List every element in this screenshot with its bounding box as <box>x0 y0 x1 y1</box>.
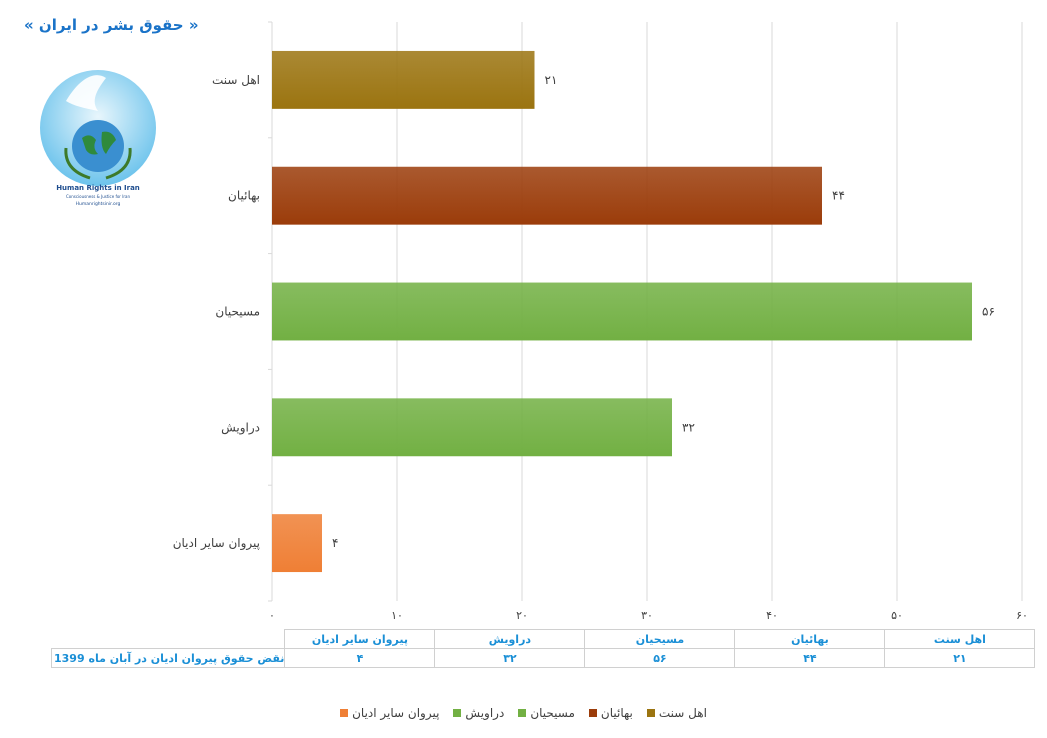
legend-swatch <box>518 709 527 717</box>
data-table: پیروان سایر ادیان دراویش مسیحیان بهائیان… <box>50 629 1036 668</box>
legend-swatch <box>453 709 462 717</box>
table-row: نقض حقوق پیروان ادیان در آبان ماه 1399 ۴… <box>50 648 1036 668</box>
legend-item: دراویش <box>453 706 504 720</box>
category-label: پیروان سایر ادیان <box>173 536 260 551</box>
table-cell: ۴۴ <box>734 648 886 668</box>
data-label: ۵۶ <box>982 305 995 319</box>
legend-label: پیروان سایر ادیان <box>352 706 440 720</box>
human-rights-logo: Human Rights in Iran Consciousness & Jus… <box>40 70 156 207</box>
x-tick-label: ۰ <box>269 609 275 622</box>
x-tick-label: ۵۰ <box>891 609 903 622</box>
data-label: ۴۴ <box>832 189 845 203</box>
dove-shape <box>66 75 106 111</box>
bar-chart: ۰ ۱۰ ۲۰ ۳۰ ۴۰ ۵۰ ۶۰ ۲۱ اهل سنت ۴۴ بهائیان ۵۶ مسیحیان… <box>173 21 1028 622</box>
table-cell: ۲۱ <box>884 648 1036 668</box>
data-label: ۲۱ <box>545 73 558 87</box>
logo-line3: Humanrightsinir.org <box>76 201 121 207</box>
x-tick-label: ۴۰ <box>766 609 778 622</box>
legend-label: دراویش <box>465 706 505 720</box>
legend-label: مسیحیان <box>530 706 575 720</box>
legend-swatch <box>588 709 597 717</box>
table-header-cell: بهائیان <box>734 629 886 649</box>
legend-swatch <box>646 709 655 717</box>
table-corner <box>52 630 285 649</box>
legend-label: بهائیان <box>600 706 633 720</box>
table-cell: ۴ <box>284 648 436 668</box>
globe-icon <box>72 120 124 172</box>
left-wreath <box>64 147 91 180</box>
table-row-label: نقض حقوق پیروان ادیان در آبان ماه 1399 <box>50 648 286 668</box>
bar <box>272 514 322 573</box>
x-tick-label: ۳۰ <box>641 609 653 622</box>
table-cell: ۵۶ <box>584 648 736 668</box>
x-tick-label: ۶۰ <box>1016 609 1028 622</box>
legend-swatch <box>340 709 349 717</box>
category-label: بهائیان <box>228 189 260 203</box>
right-wreath <box>105 147 132 180</box>
data-label: ۴ <box>332 536 338 550</box>
category-label: اهل سنت <box>212 73 260 87</box>
bar <box>272 398 672 457</box>
legend-item: بهائیان <box>588 706 633 720</box>
bar <box>272 282 972 341</box>
table-header-cell: پیروان سایر ادیان <box>284 629 436 649</box>
legend-item: اهل سنت <box>646 706 707 720</box>
table-cell: ۳۲ <box>434 648 586 668</box>
table-header-cell: اهل سنت <box>884 629 1036 649</box>
chart-legend: پیروان سایر ادیان دراویش مسیحیان بهائیان… <box>0 706 1047 720</box>
legend-item: مسیحیان <box>518 706 575 720</box>
logo-line1: Human Rights in Iran <box>56 184 140 192</box>
table-header-row: پیروان سایر ادیان دراویش مسیحیان بهائیان… <box>52 629 1036 649</box>
category-label: مسیحیان <box>215 305 260 319</box>
logo-line2: Consciousness & Justice for Iran <box>66 194 131 199</box>
legend-label: اهل سنت <box>658 706 707 720</box>
table-header-cell: دراویش <box>434 629 586 649</box>
legend-item: پیروان سایر ادیان <box>340 706 439 720</box>
category-label: دراویش <box>221 420 260 435</box>
page-title: « حقوق بشر در ایران » <box>24 16 199 34</box>
bar <box>272 50 535 109</box>
x-tick-label: ۱۰ <box>391 609 403 622</box>
table-header-cell: مسیحیان <box>584 629 736 649</box>
x-tick-label: ۲۰ <box>516 609 528 622</box>
bar <box>272 166 822 225</box>
data-label: ۳۲ <box>682 420 695 434</box>
